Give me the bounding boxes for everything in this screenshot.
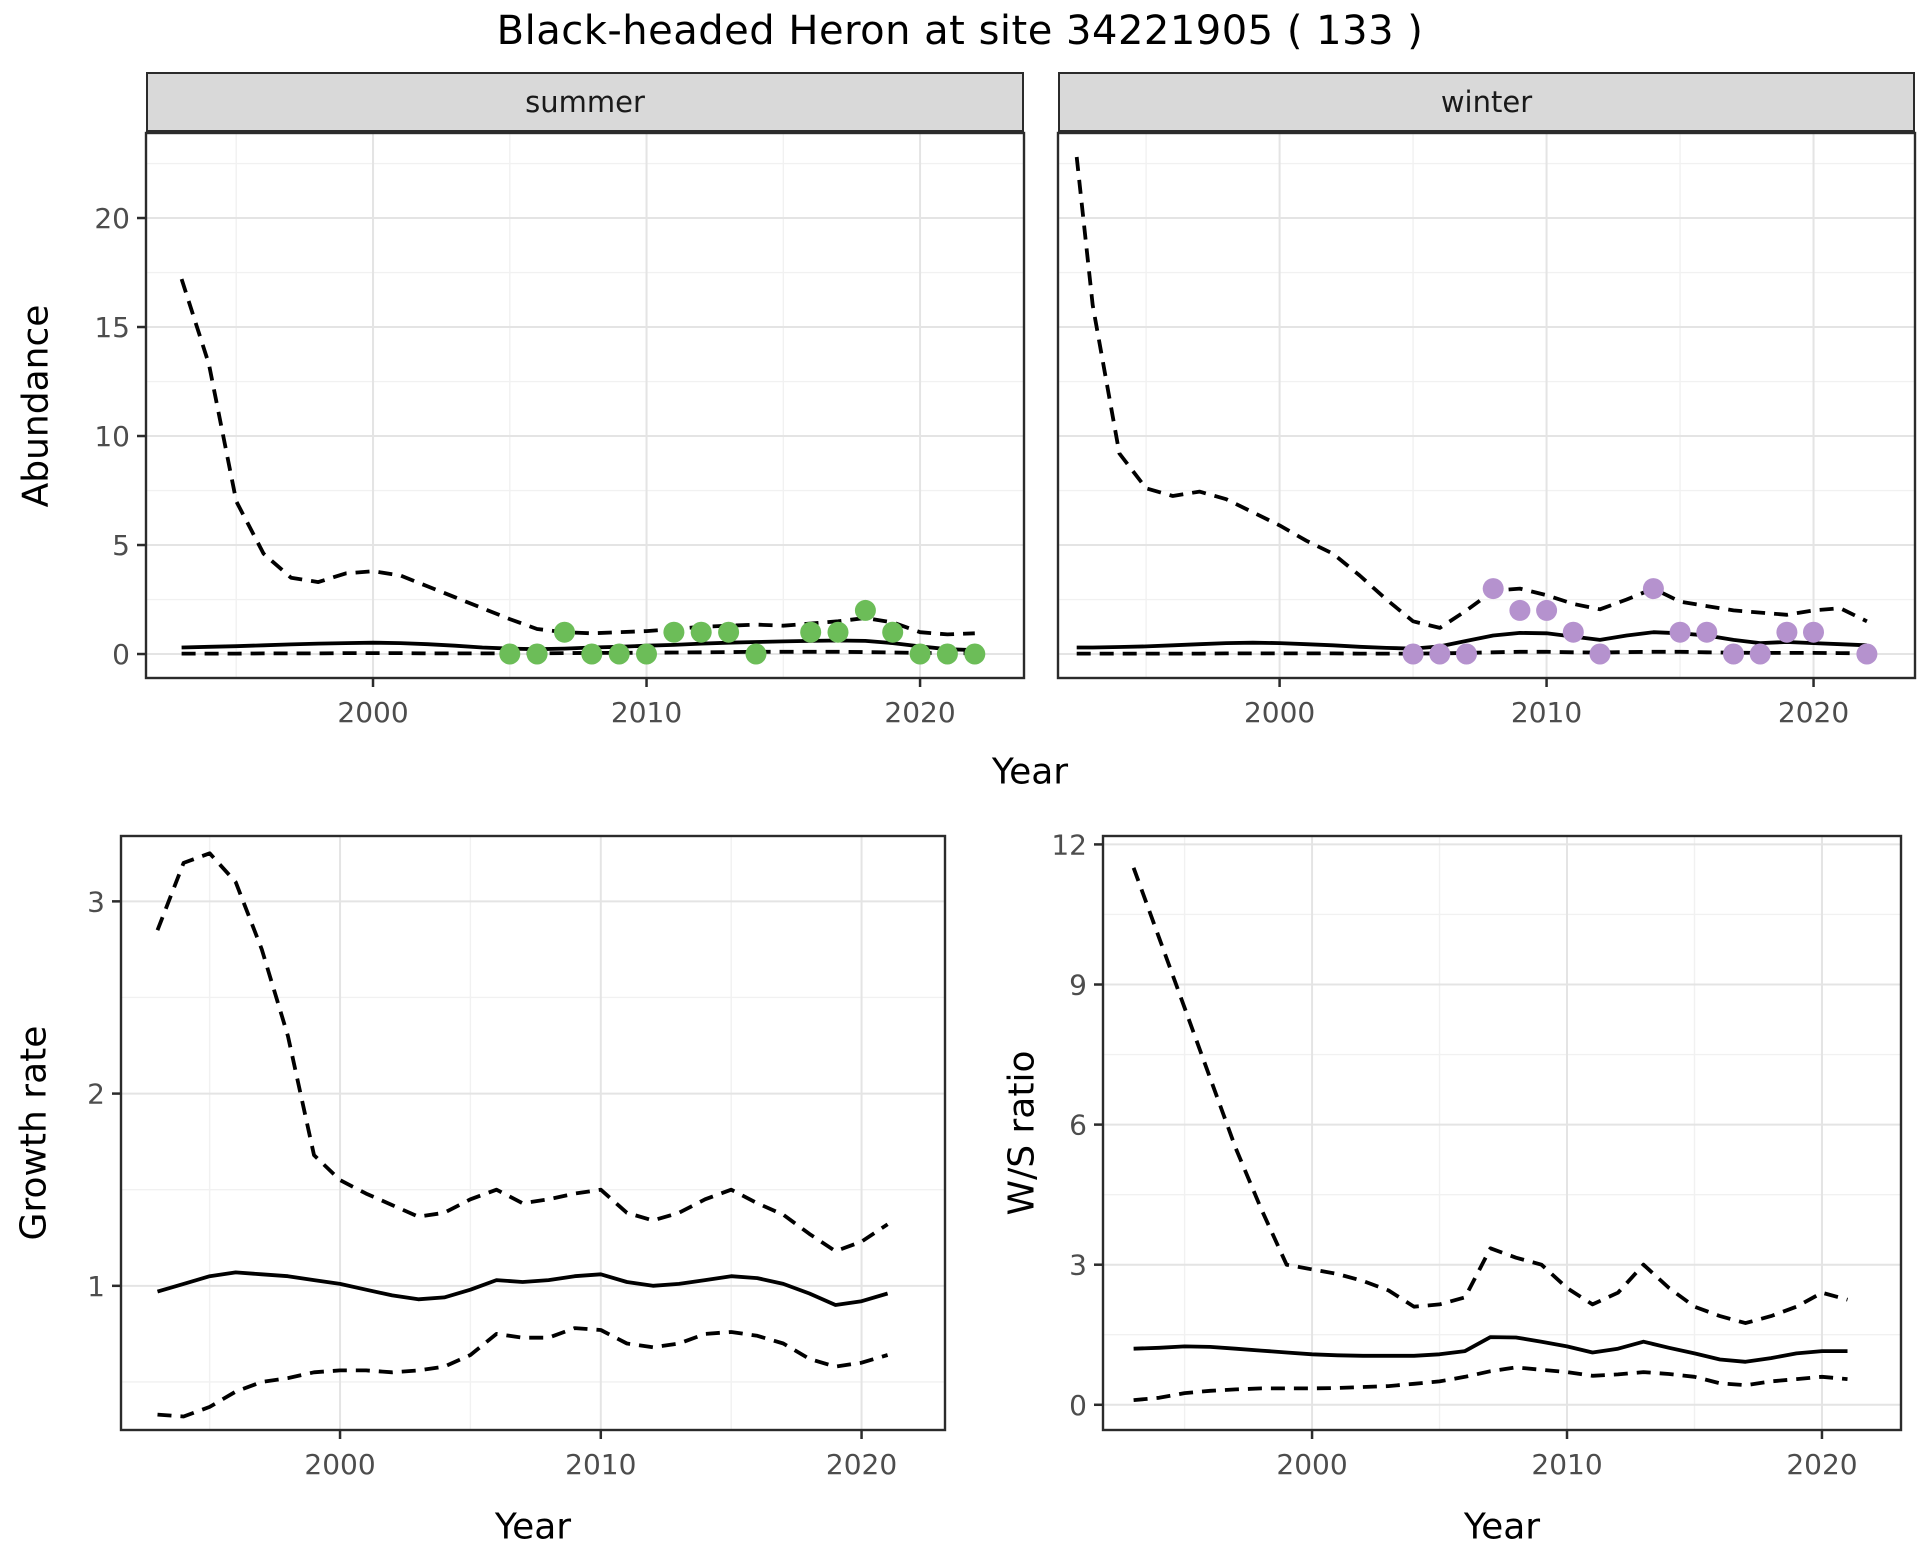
observed-point	[718, 621, 740, 643]
abundance-summer-panel: 2000 2010 2020 0 5 10 15 20	[94, 131, 1026, 729]
observed-point	[1696, 621, 1718, 643]
facet-strip-winter-label: winter	[1440, 85, 1533, 119]
observed-point	[1856, 643, 1878, 665]
chart-title: Black-headed Heron at site 34221905 ( 13…	[496, 8, 1424, 54]
observed-point	[636, 643, 657, 665]
x-tick-label: 2020	[1778, 696, 1849, 729]
median-line	[1133, 1335, 1848, 1364]
x-tick-label: 2020	[826, 1448, 897, 1481]
y-tick-label: 5	[112, 529, 130, 562]
y-tick-label: 1	[87, 1270, 105, 1303]
observed-point	[1536, 599, 1558, 621]
y-axis-label-ws-ratio: W/S ratio	[1001, 1050, 1043, 1216]
x-tick-label: 2020	[884, 696, 955, 729]
observed-point	[1509, 599, 1531, 621]
observed-point	[882, 621, 904, 643]
panel-border	[119, 834, 947, 1432]
observed-point	[1562, 621, 1584, 643]
y-tick-label: 2	[87, 1078, 105, 1111]
observed-point	[1776, 621, 1798, 643]
x-tick-label: 2010	[1531, 1448, 1602, 1481]
x-axis-label-year-growth: Year	[494, 1506, 572, 1548]
y-tick-label: 20	[94, 202, 130, 235]
median-line	[156, 1270, 889, 1307]
y-tick-label: 3	[1069, 1249, 1087, 1282]
observed-point	[1669, 621, 1691, 643]
observed-point	[1642, 578, 1664, 600]
lower-ci-line	[181, 649, 975, 656]
y-tick-label: 0	[1069, 1389, 1087, 1422]
x-tick-label: 2000	[304, 1448, 375, 1481]
y-tick-label: 10	[94, 420, 130, 453]
upper-ci-line	[1131, 867, 1849, 1325]
y-tick-label: 9	[1069, 969, 1087, 1002]
observed-point	[1803, 621, 1824, 643]
lower-ci-line	[1133, 1365, 1848, 1402]
observed-point	[690, 621, 712, 643]
x-axis-label-year-ws: Year	[1463, 1506, 1541, 1548]
x-tick-label: 2000	[1276, 1448, 1347, 1481]
observed-point	[663, 621, 685, 643]
x-tick-label: 2000	[337, 696, 408, 729]
observed-point	[936, 643, 958, 665]
panel-border	[1101, 834, 1903, 1432]
upper-ci-line	[179, 278, 975, 637]
observed-point	[554, 621, 575, 643]
x-tick-label: 2020	[1786, 1448, 1857, 1481]
observed-point	[1456, 643, 1477, 665]
upper-ci-line	[155, 851, 889, 1254]
observed-point	[526, 643, 548, 665]
ws-ratio-panel: 2000 2010 2020 0 3 6 9 12	[1051, 828, 1903, 1481]
observed-point	[608, 643, 630, 665]
panel-border	[1056, 131, 1917, 680]
observed-point	[1589, 643, 1611, 665]
abundance-winter-panel: 2000 2010 2020	[1056, 131, 1917, 729]
observed-point	[1749, 643, 1771, 665]
observed-point	[800, 621, 822, 643]
observed-point	[909, 643, 931, 665]
facet-strip-summer-label: summer	[525, 85, 645, 119]
observed-point	[745, 643, 767, 665]
observed-point	[854, 599, 876, 621]
y-tick-label: 15	[94, 311, 130, 344]
y-axis-label-growth-rate: Growth rate	[13, 1025, 55, 1241]
facet-strip-summer: summer	[146, 72, 1024, 132]
panel-border	[144, 131, 1026, 680]
growth-rate-panel: 2000 2010 2020 1 2 3	[87, 834, 947, 1481]
x-tick-label: 2010	[1511, 696, 1582, 729]
observed-point	[1482, 578, 1504, 600]
facet-strip-winter: winter	[1058, 72, 1915, 132]
observed-point	[1429, 643, 1451, 665]
observed-point	[499, 643, 521, 665]
x-tick-label: 2010	[611, 696, 682, 729]
x-tick-label: 2010	[565, 1448, 636, 1481]
y-tick-label: 12	[1051, 828, 1087, 861]
y-tick-label: 3	[87, 885, 105, 918]
y-tick-label: 6	[1069, 1109, 1087, 1142]
observed-point	[1723, 643, 1744, 665]
x-axis-label-year-top: Year	[991, 751, 1069, 793]
observed-point	[1402, 643, 1424, 665]
observed-point	[827, 621, 849, 643]
x-tick-label: 2000	[1244, 696, 1315, 729]
median-line	[1076, 630, 1867, 651]
upper-ci-line	[1074, 156, 1868, 630]
observed-point	[964, 643, 986, 665]
y-tick-label: 0	[112, 638, 130, 671]
y-axis-label-abundance: Abundance	[15, 304, 57, 508]
observed-point	[581, 643, 603, 665]
